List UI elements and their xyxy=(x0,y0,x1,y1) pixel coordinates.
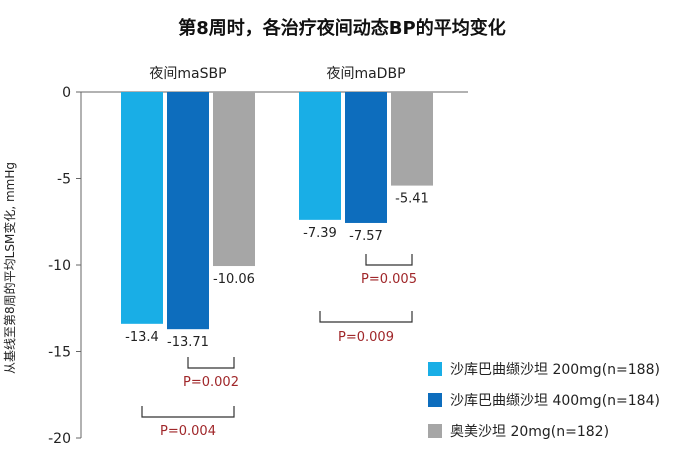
legend-label: 沙库巴曲缬沙坦 400mg(n=184) xyxy=(450,393,660,409)
legend-label: 奥美沙坦 20mg(n=182) xyxy=(450,423,609,440)
p-value-label: P=0.005 xyxy=(361,272,417,287)
significance-bracket xyxy=(187,357,235,369)
significance-bracket xyxy=(141,406,235,418)
significance-bracket xyxy=(365,254,413,266)
bar xyxy=(391,92,433,186)
y-tick-label: 0 xyxy=(62,85,71,101)
plot-area: 0 -5 -10 -15 -20 夜间maSBP -13.4 -13.71 -10.06 夜间ma… xyxy=(48,66,468,447)
bar xyxy=(121,92,163,324)
category-label: 夜间maDBP xyxy=(326,66,405,82)
chart-title: 第8周时，各治疗夜间动态BP的平均变化 xyxy=(178,17,505,39)
data-label: -5.41 xyxy=(395,192,429,207)
p-value-label: P=0.002 xyxy=(183,375,239,390)
bar xyxy=(213,92,255,267)
p-value-label: P=0.009 xyxy=(338,330,394,345)
y-tick-label: -5 xyxy=(57,172,71,188)
legend-swatch xyxy=(428,424,442,438)
legend-swatch xyxy=(428,362,442,376)
legend: 沙库巴曲缬沙坦 200mg(n=188) 沙库巴曲缬沙坦 400mg(n=184)… xyxy=(428,362,660,440)
data-label: -7.39 xyxy=(303,226,337,241)
bar xyxy=(299,92,341,220)
y-tick-label: -10 xyxy=(48,258,71,274)
bar xyxy=(345,92,387,223)
data-label: -10.06 xyxy=(213,272,255,287)
legend-label: 沙库巴曲缬沙坦 200mg(n=188) xyxy=(450,362,660,378)
data-label: -13.4 xyxy=(125,330,159,345)
p-value-label: P=0.004 xyxy=(160,424,216,439)
category-label: 夜间maSBP xyxy=(149,66,226,82)
y-axis-label: 从基线至第8周的平均LSM变化, mmHg xyxy=(2,162,17,374)
legend-swatch xyxy=(428,393,442,407)
data-label: -13.71 xyxy=(167,335,209,350)
y-tick-label: -20 xyxy=(48,431,71,447)
significance-bracket xyxy=(319,311,413,323)
y-tick-label: -15 xyxy=(48,345,71,361)
data-label: -7.57 xyxy=(349,229,383,244)
bar xyxy=(167,92,209,330)
